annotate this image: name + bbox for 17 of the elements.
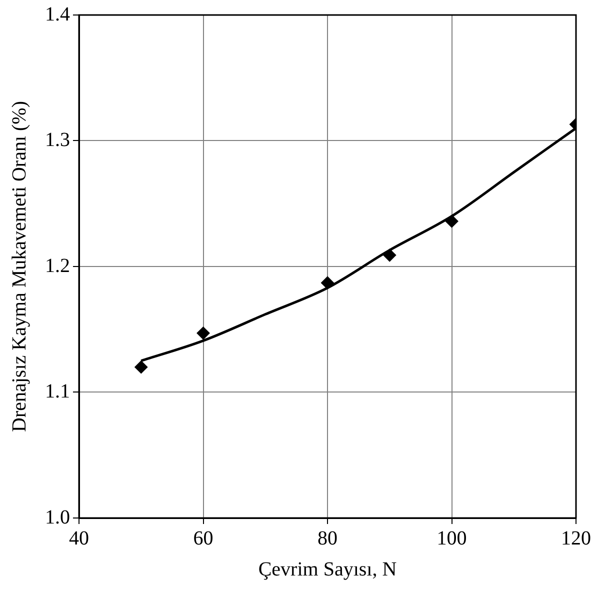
y-tick-label: 1.0 [45, 506, 70, 528]
x-tick-label: 100 [436, 527, 467, 550]
y-tick-label: 1.2 [45, 254, 70, 277]
y-tick-label: 1.4 [45, 3, 70, 26]
y-axis-title: Drenajsız Kayma Mukavemeti Oranı (%) [8, 101, 30, 432]
point [134, 360, 148, 374]
x-tick-label: 120 [561, 527, 591, 550]
x-axis-title: Çevrim Sayısı, N [258, 558, 397, 580]
y-tick-label: 1.3 [45, 129, 70, 151]
x-tick-label: 60 [193, 527, 214, 550]
point [445, 214, 458, 228]
x-tick-label: 40 [69, 527, 89, 550]
y-tick-label: 1.1 [45, 380, 70, 402]
x-tick-label: 80 [318, 527, 338, 550]
point [383, 248, 396, 262]
point [321, 276, 334, 290]
point [196, 326, 210, 340]
